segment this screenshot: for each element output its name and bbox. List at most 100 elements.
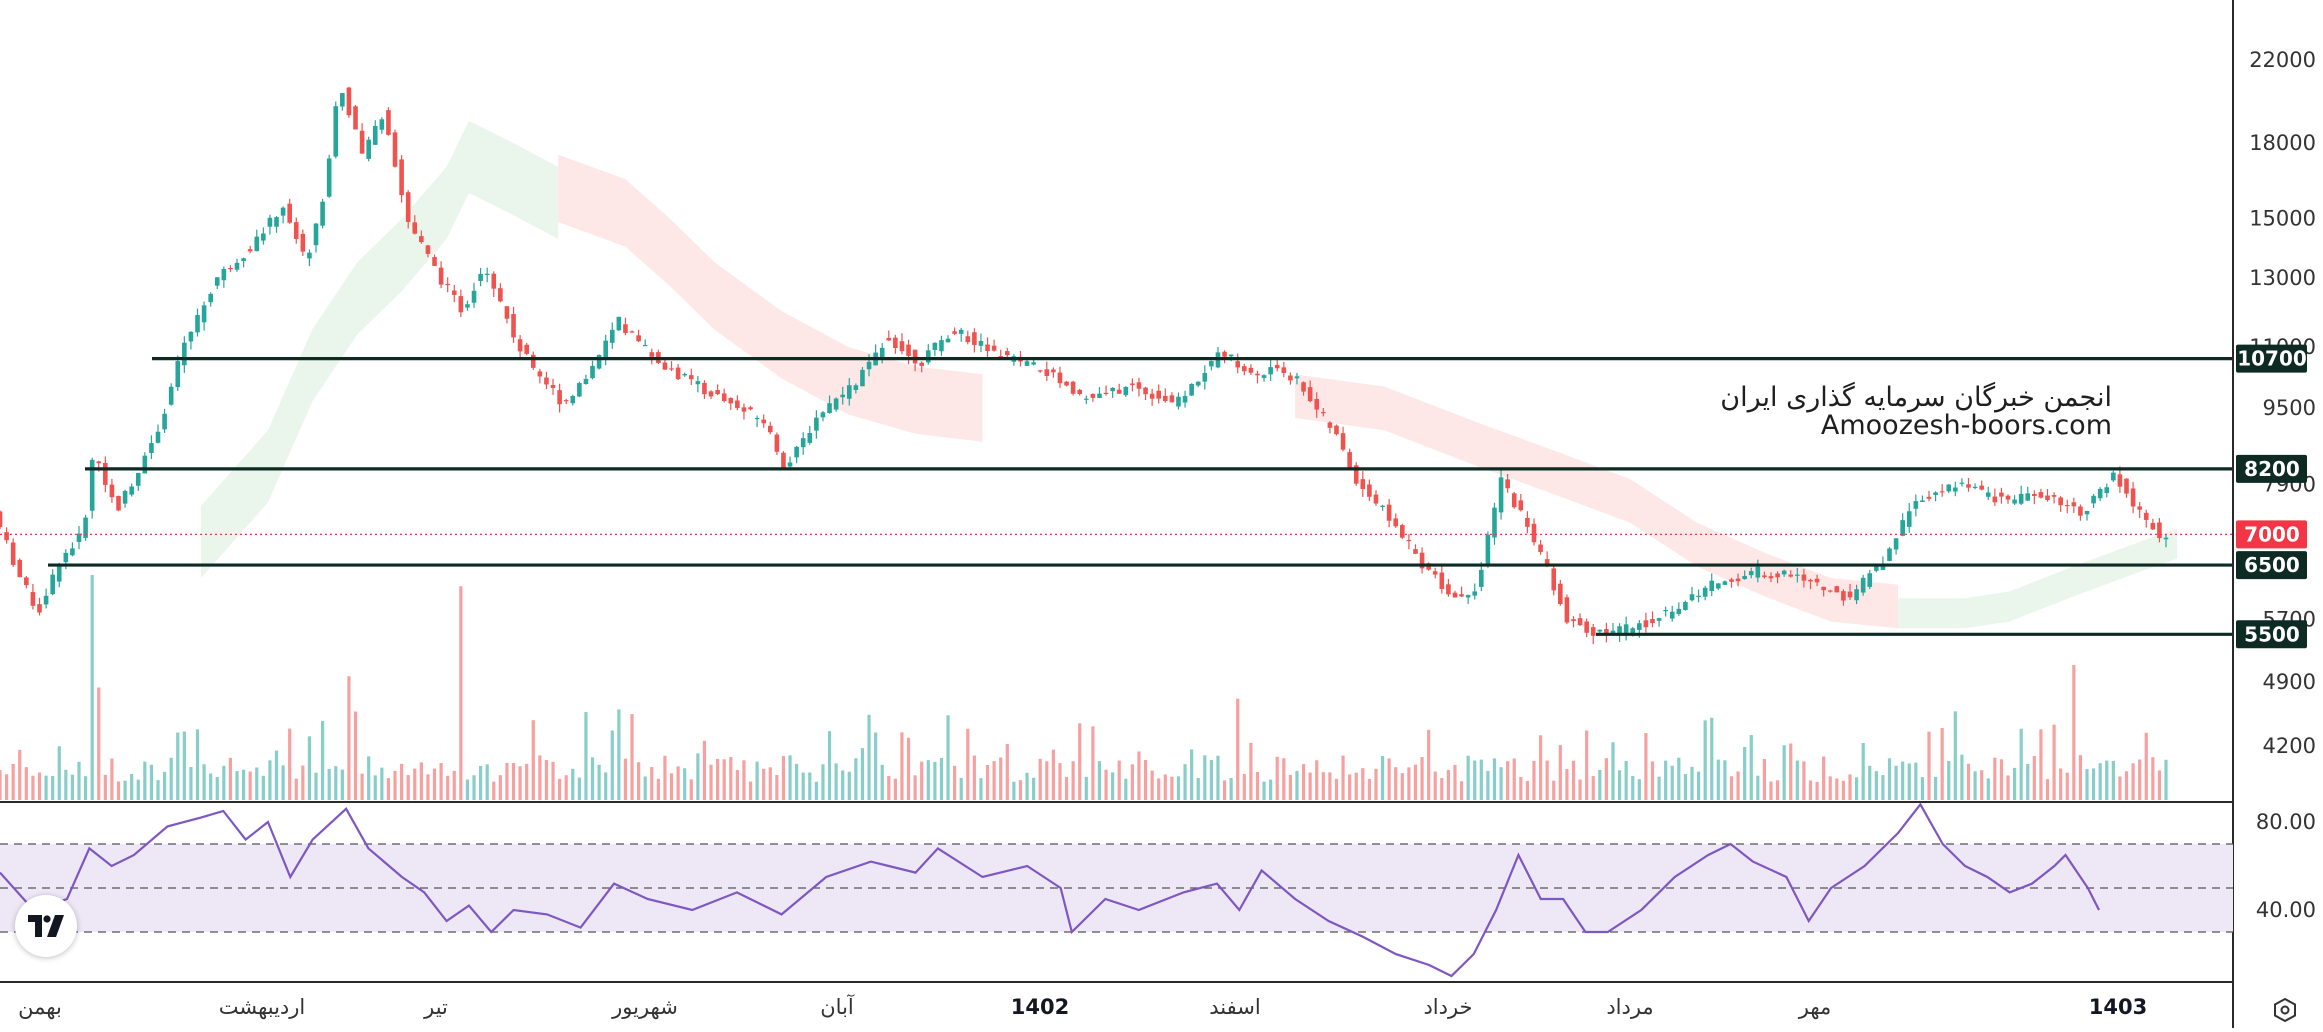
volume-bar (1762, 758, 1767, 800)
volume-bar (650, 767, 654, 800)
volume-bar (439, 763, 443, 800)
volume-bar (24, 767, 28, 800)
volume-bar (340, 769, 344, 800)
price-tick-label: 4900 (2263, 670, 2316, 694)
candle-body (1801, 574, 1807, 581)
volume-bar (222, 765, 226, 800)
volume-bar (1894, 765, 1898, 800)
candle-body (945, 338, 951, 343)
volume-bar (676, 766, 680, 800)
price-axis[interactable]: 2200018000150001300011000950079005700490… (2249, 48, 2316, 758)
candle-body (149, 443, 154, 453)
volume-bar (353, 711, 358, 800)
volume-bar (1999, 759, 2004, 800)
volume-bar (1690, 766, 1694, 800)
candle-body (814, 417, 819, 431)
candle-body (1209, 360, 1214, 367)
volume-bar (959, 777, 963, 800)
price-tick-label: 9500 (2263, 396, 2316, 420)
candle-body (636, 335, 641, 342)
candle-body (925, 350, 931, 363)
volume-bar (31, 775, 35, 800)
candle-body (1709, 580, 1715, 591)
time-label: خرداد (1423, 995, 1472, 1019)
candle-body (675, 367, 681, 380)
volume-bar (1775, 780, 1780, 800)
volume-bar (1005, 743, 1009, 800)
volume-bar (597, 764, 601, 800)
volume-bar (1723, 760, 1727, 800)
level-badge-8200: 8200 (2244, 457, 2300, 481)
volume-bar (604, 772, 608, 800)
candle-body (1827, 590, 1833, 592)
volume-bar (768, 767, 772, 800)
candle-body (958, 329, 964, 334)
candle-body (70, 548, 75, 556)
rsi-line (0, 802, 2101, 978)
volume-bar (2118, 776, 2122, 800)
volume-bar (2052, 724, 2056, 800)
volume-bar (1117, 760, 1121, 800)
candle-body (748, 407, 753, 410)
candle-body (333, 106, 339, 157)
volume-bar (2039, 729, 2043, 800)
volume-bar (1545, 760, 1549, 800)
candle-body (372, 126, 378, 145)
chart-settings-button[interactable] (2268, 993, 2302, 1027)
candle-body (1735, 578, 1741, 582)
candle-body (56, 566, 62, 582)
volume-bar (1216, 755, 1220, 800)
volume-bar (1907, 763, 1911, 800)
candle-body (985, 344, 990, 351)
volume-bar (1960, 754, 1964, 800)
time-axis[interactable]: بهمن اردیبهشت تیر شهریور آبان 1402 اسفند خرداد م… (18, 994, 2147, 1019)
volume-bar (920, 761, 924, 800)
candle-body (1992, 496, 1998, 503)
candle-body (1083, 398, 1089, 400)
volume-bar (1591, 776, 1595, 800)
volume-bar (775, 775, 779, 800)
candle-body (1130, 383, 1135, 386)
level-badge-5500: 5500 (2244, 622, 2300, 646)
candle-body (1933, 492, 1938, 495)
volume-bar (2032, 755, 2036, 800)
volume-bar (2131, 763, 2135, 800)
volume-bar (656, 778, 660, 800)
volume-bar (1321, 772, 1325, 800)
price-tick-label: 15000 (2249, 207, 2316, 231)
candle-body (1281, 367, 1287, 373)
volume-bar (97, 687, 101, 800)
tradingview-logo-button[interactable] (15, 895, 77, 957)
candle-body (1683, 602, 1688, 610)
volume-bar (801, 772, 805, 800)
candle-body (1261, 375, 1267, 378)
candle-body (2137, 506, 2142, 510)
volume-bar (1413, 764, 1418, 800)
volume-bar (432, 768, 437, 800)
rsi-axis[interactable]: 80.00 40.00 (2256, 810, 2316, 922)
volume-bar (1104, 769, 1108, 800)
volume-bar (716, 758, 720, 800)
candle-body (972, 332, 977, 345)
candle-body (320, 201, 325, 226)
volume-bar (564, 775, 568, 800)
candle-body (1834, 586, 1840, 593)
candle-body (570, 396, 576, 404)
candle-body (735, 400, 740, 409)
volume-bar (1446, 769, 1450, 800)
candle-body (1926, 496, 1932, 499)
candle-body (1959, 482, 1965, 484)
candle-body (1841, 591, 1846, 601)
candle-body (1742, 575, 1747, 580)
candle-body (478, 273, 483, 281)
candle-body (537, 371, 543, 377)
candle-body (978, 341, 984, 346)
volume-bar (1565, 769, 1569, 800)
candle-body (471, 290, 477, 303)
candle-body (846, 385, 852, 399)
volume-bar (834, 763, 838, 800)
volume-bar (452, 770, 456, 800)
candle-body (162, 413, 167, 430)
volume-bar (1071, 761, 1075, 800)
